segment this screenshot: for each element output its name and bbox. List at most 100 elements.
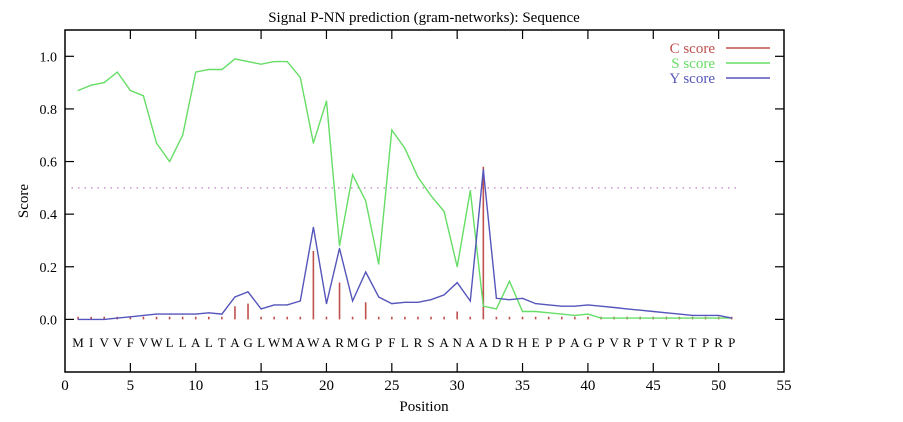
y-score-point	[626, 308, 628, 310]
s-score-point	[299, 76, 301, 78]
s-score-point	[574, 314, 576, 317]
y-score-point	[652, 310, 654, 313]
y-score-point	[535, 303, 537, 305]
s-score-point	[417, 176, 419, 178]
s-score-point	[521, 310, 524, 313]
y-score-point	[665, 312, 667, 314]
residue-label: G	[583, 335, 592, 350]
s-score-point	[352, 174, 354, 176]
s-score-point	[600, 317, 602, 319]
x-tick-label: 35	[515, 378, 530, 394]
s-score-point	[587, 313, 589, 315]
y-score-point	[247, 291, 249, 293]
y-score-point	[443, 294, 445, 296]
y-score-point	[378, 296, 380, 298]
chart-title: Signal P-NN prediction (gram-networks): …	[268, 10, 580, 26]
residue-label: A	[479, 335, 489, 350]
y-score-point	[404, 301, 406, 303]
residue-label: T	[689, 335, 697, 350]
residue-label: M	[281, 335, 293, 350]
s-score-point	[678, 317, 681, 319]
y-tick-label: 0.2	[40, 261, 58, 276]
s-score-point	[548, 312, 550, 314]
s-score-point	[469, 189, 471, 192]
x-tick-label: 25	[384, 378, 399, 394]
residue-label: A	[322, 335, 332, 350]
y-tick-label: 0.8	[40, 103, 58, 118]
y-score-point	[718, 314, 720, 317]
residue-label: G	[361, 335, 370, 350]
s-score-point	[508, 280, 511, 282]
residue-label: P	[597, 335, 604, 350]
y-score-point	[587, 304, 589, 306]
s-score-point	[90, 84, 92, 86]
s-score-point	[103, 82, 105, 84]
y-score-point	[574, 305, 576, 307]
residue-label: P	[558, 335, 565, 350]
residue-label: V	[139, 335, 149, 350]
y-score-point	[182, 313, 184, 315]
y-score-point	[168, 313, 171, 315]
x-tick-label: 45	[646, 378, 661, 394]
residue-label: V	[662, 335, 672, 350]
x-tick-label: 40	[580, 378, 595, 394]
y-score-point	[338, 247, 341, 249]
y-score-point	[195, 313, 197, 315]
y-score-point	[352, 300, 354, 302]
residue-label: I	[89, 335, 93, 350]
residue-label: R	[714, 335, 723, 350]
y-score-point	[678, 313, 681, 315]
s-score-point	[456, 266, 458, 268]
residue-label: R	[623, 335, 632, 350]
s-score-point	[704, 317, 707, 319]
s-score-point	[718, 317, 720, 319]
residue-label: A	[230, 335, 240, 350]
residue-label: R	[335, 335, 344, 350]
s-score-point	[561, 313, 563, 315]
residue-label: A	[439, 335, 449, 350]
s-score-point	[535, 310, 537, 313]
residue-label: P	[728, 335, 735, 350]
residue-label: P	[375, 335, 382, 350]
y-score-point	[129, 316, 131, 318]
residue-label: W	[150, 335, 163, 350]
s-score-point	[338, 245, 341, 247]
y-tick-label: 0.4	[40, 208, 58, 223]
y-score-point	[691, 314, 694, 317]
y-score-point	[548, 304, 550, 306]
y-tick-label: 0.0	[40, 313, 58, 328]
s-score-point	[665, 317, 667, 319]
s-score-point	[129, 89, 131, 92]
y-score-line	[78, 169, 732, 321]
s-score-point	[613, 317, 615, 319]
y-score-point	[77, 318, 79, 320]
y-score-point	[561, 305, 563, 307]
residue-label: V	[100, 335, 110, 350]
y-score-point	[155, 313, 158, 315]
s-score-point	[378, 263, 380, 265]
y-score-point	[600, 305, 602, 307]
y-score-point	[639, 309, 641, 311]
y-score-point	[430, 299, 432, 301]
legend-label-c-score: C score	[670, 41, 716, 57]
y-score-point	[508, 299, 511, 301]
residue-label: L	[166, 335, 174, 350]
x-tick-label: 10	[188, 378, 203, 394]
y-score-point	[469, 300, 471, 302]
residue-label: A	[296, 335, 306, 350]
y-score-point	[495, 297, 497, 299]
residue-label: N	[452, 335, 462, 350]
y-axis-label: Score	[16, 184, 32, 218]
plot-frame	[64, 29, 785, 373]
x-tick-label: 5	[127, 378, 135, 394]
y-score-point	[103, 318, 105, 320]
residue-label: F	[388, 335, 395, 350]
residue-label: W	[268, 335, 281, 350]
s-score-point	[482, 305, 484, 307]
residue-label: L	[401, 335, 409, 350]
residue-label: L	[205, 335, 213, 350]
y-score-point	[116, 317, 118, 319]
residue-label: R	[414, 335, 423, 350]
y-score-point	[704, 314, 707, 317]
